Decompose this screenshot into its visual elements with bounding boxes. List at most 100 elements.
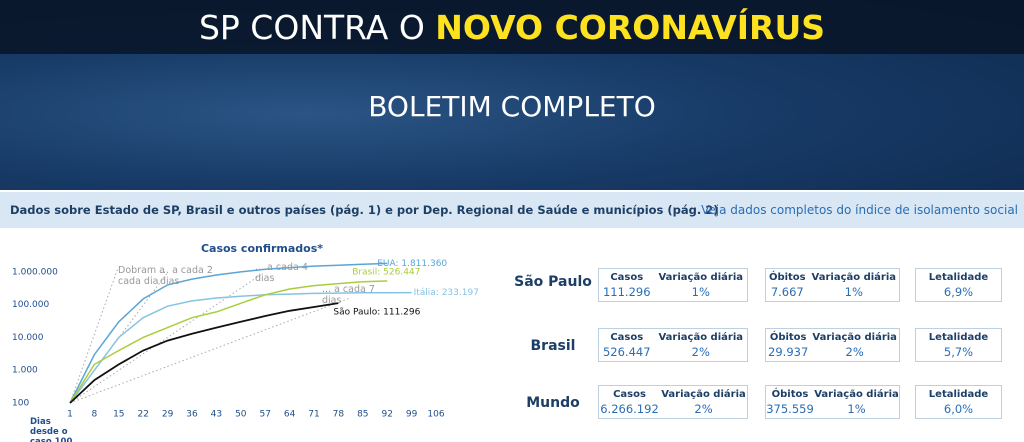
region-label: Mundo <box>526 395 580 411</box>
stat: Variação diária 1% <box>658 272 743 299</box>
x-tick-label: 64 <box>284 410 296 420</box>
stat: Variação diária 2% <box>812 332 897 359</box>
stat-value: 2% <box>694 401 713 416</box>
stat: Variação diária 1% <box>812 272 897 299</box>
x-tick-label: 106 <box>427 410 444 420</box>
y-tick-label: 10.000 <box>12 333 44 343</box>
chart: Casos confirmados* 100 1.000 10.000 100.000… <box>12 242 479 420</box>
stat-label: Óbitos <box>771 388 809 400</box>
x-tick-label: 15 <box>113 410 124 420</box>
stat-value: 526.447 <box>602 344 651 359</box>
stat-label: Variação diária <box>812 331 897 343</box>
stat-card: Casos 6.266.192 Variação diária 2% <box>598 385 748 419</box>
stat: Casos 526.447 <box>603 332 651 359</box>
y-tick-label: 1.000.000 <box>12 267 58 277</box>
stat-label: Letalidade <box>928 331 989 343</box>
stat: Casos 111.296 <box>603 272 651 299</box>
stat-label: Casos <box>613 388 646 400</box>
stat: Letalidade 6,9% <box>929 272 988 299</box>
stat: Casos 6.266.192 <box>600 389 659 416</box>
reference-lines <box>69 267 351 404</box>
stat-label: Variação diária <box>658 271 744 283</box>
stat-value: 2% <box>845 344 864 359</box>
stat-value: 6.266.192 <box>600 401 659 416</box>
annotation: ... a cada 4 dias <box>255 262 308 284</box>
stat-value: 111.296 <box>602 284 651 299</box>
stat-card: Óbitos 375.559 Variação diária 1% <box>765 385 900 419</box>
stat-label: Variação diária <box>661 388 746 400</box>
stat-card: Casos 526.447 Variação diária 2% <box>598 328 748 362</box>
stat-label: Casos <box>610 331 644 343</box>
x-tick-label: 71 <box>308 410 319 420</box>
stat: Óbitos 375.559 <box>766 389 814 416</box>
stat: Variação diária 2% <box>658 332 743 359</box>
chart-title: Casos confirmados* <box>201 242 323 255</box>
series-label: Brasil: 526.447 <box>352 268 420 278</box>
stat: Variação diária 1% <box>814 389 899 416</box>
x-tick-label: 99 <box>406 410 418 420</box>
stat-value: 6,9% <box>943 284 974 299</box>
y-tick-label: 100 <box>12 399 29 409</box>
stat-label: Óbitos <box>768 271 806 283</box>
stat-card: Óbitos 7.667 Variação diária 1% <box>765 268 900 302</box>
x-tick-label: 57 <box>259 410 270 420</box>
stat-label: Variação diária <box>658 331 744 343</box>
stat-value: 7.667 <box>770 284 804 299</box>
series-label: Itália: 233.197 <box>414 288 479 298</box>
stat: Letalidade 5,7% <box>929 332 988 359</box>
x-tick-label: 43 <box>211 410 222 420</box>
subtitle: BOLETIM COMPLETO <box>368 90 656 123</box>
title-part: SP CONTRA O <box>198 8 425 47</box>
x-axis-label: Dias desde o caso 100 <box>30 417 73 442</box>
annotation: ... a cada 7 dias <box>322 284 375 306</box>
stat-label: Letalidade <box>928 388 989 400</box>
stat-label: Letalidade <box>928 271 989 283</box>
annotation: Dobram a cada dia <box>118 265 165 287</box>
title-highlight: NOVO CORONAVÍRUS <box>435 8 826 47</box>
stat-card: Óbitos 29.937 Variação diária 2% <box>765 328 900 362</box>
stat-value: 1% <box>691 284 710 299</box>
annotation: ... a cada 2 dias <box>160 265 213 287</box>
stat-label: Variação diária <box>814 388 899 400</box>
stat-value: 1% <box>847 401 866 416</box>
x-tick-label: 85 <box>357 410 368 420</box>
stat-label: Casos <box>610 271 644 283</box>
stat: Variação diária 2% <box>661 389 746 416</box>
stat-value: 5,7% <box>943 344 974 359</box>
stat-value: 29.937 <box>768 344 809 359</box>
ref-line <box>69 297 351 404</box>
nav-bar: Dados sobre Estado de SP, Brasil e outro… <box>0 192 1024 228</box>
x-tick-label: 1 <box>67 410 73 420</box>
stat-value: 375.559 <box>766 401 814 416</box>
x-tick-label: 29 <box>162 410 174 420</box>
ref-line <box>69 267 119 404</box>
region-label: Brasil <box>530 338 576 354</box>
stat: Óbitos 7.667 <box>769 272 806 299</box>
hero-banner: SP CONTRA O NOVO CORONAVÍRUS BOLETIM COM… <box>0 0 1024 190</box>
title-bar: SP CONTRA O NOVO CORONAVÍRUS <box>0 0 1024 54</box>
series-label: São Paulo: 111.296 <box>333 308 420 318</box>
series-line <box>69 291 412 404</box>
y-tick-label: 1.000 <box>12 366 38 376</box>
x-tick-label: 36 <box>186 410 198 420</box>
series-line <box>69 302 339 404</box>
nav-link[interactable]: Veja dados completos do índice de isolam… <box>701 203 1018 217</box>
stat-card: Casos 111.296 Variação diária 1% <box>598 268 748 302</box>
nav-text: Dados sobre Estado de SP, Brasil e outro… <box>10 203 719 217</box>
stat-value: 6,0% <box>943 401 974 416</box>
x-tick-label: 22 <box>137 410 148 420</box>
ref-line <box>69 273 263 404</box>
stat-value: 1% <box>844 284 863 299</box>
series-line <box>69 280 388 404</box>
stat-value: 2% <box>691 344 710 359</box>
y-tick-label: 100.000 <box>12 300 49 310</box>
series-label: EUA: 1.811.360 <box>377 259 447 269</box>
x-tick-label: 50 <box>235 410 247 420</box>
stat-label: Variação diária <box>811 271 897 283</box>
x-tick-label: 92 <box>381 410 392 420</box>
stat-card: Letalidade 6,9% <box>915 268 1002 302</box>
stat-label: Óbitos <box>769 331 807 343</box>
stat: Óbitos 29.937 <box>768 332 808 359</box>
stat-card: Letalidade 6,0% <box>915 385 1002 419</box>
